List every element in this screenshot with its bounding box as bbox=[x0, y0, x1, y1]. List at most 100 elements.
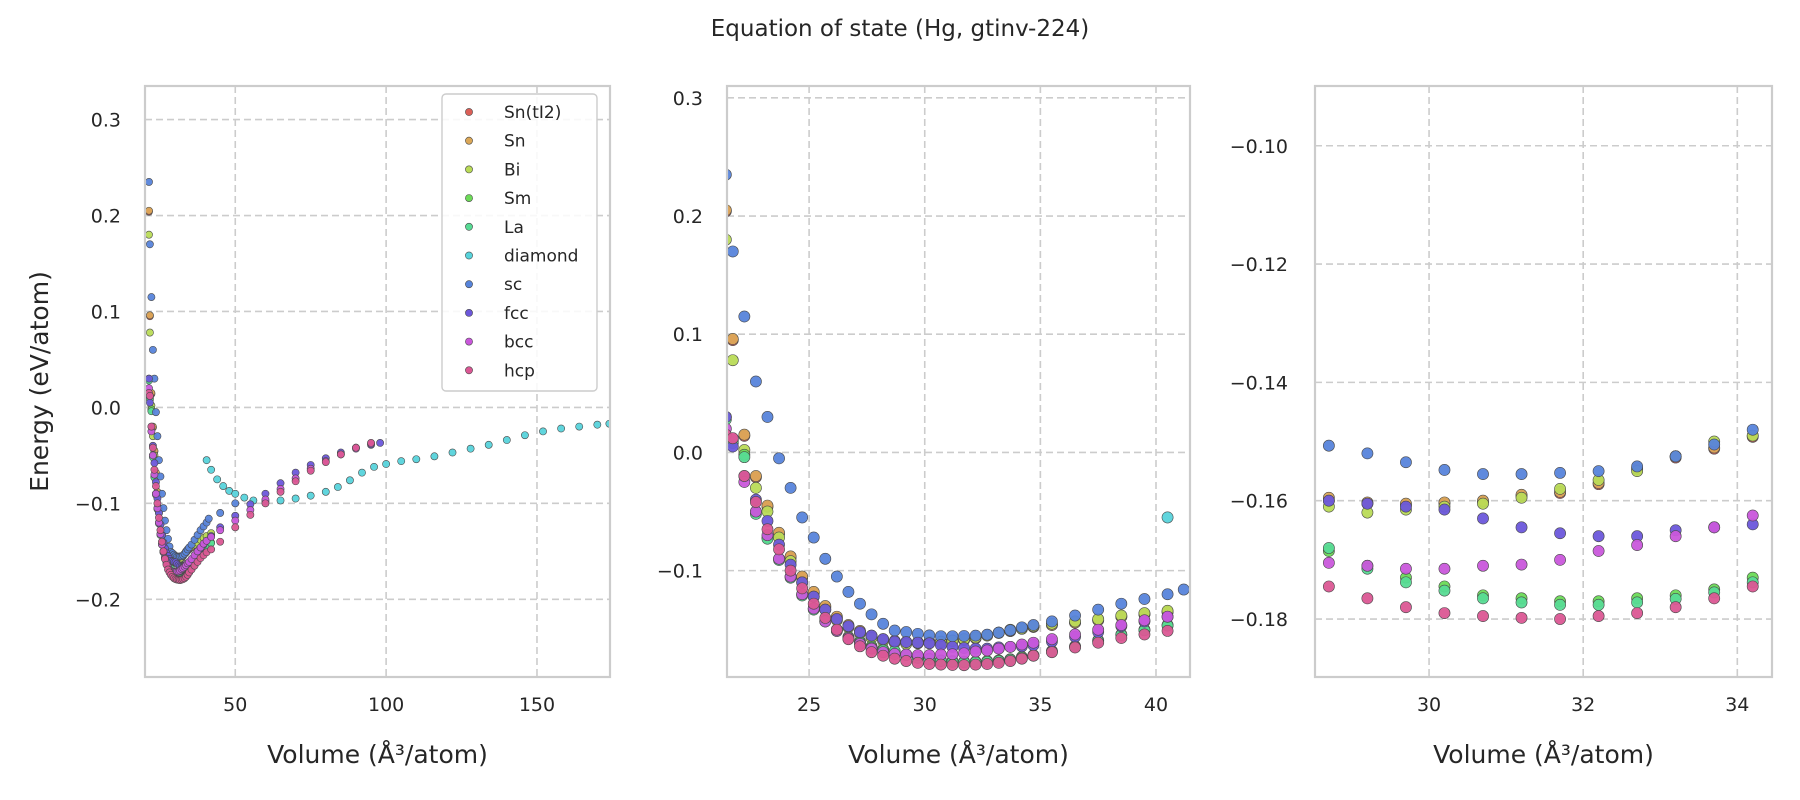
data-point bbox=[727, 354, 739, 367]
data-point bbox=[1131, 442, 1142, 453]
data-point bbox=[1092, 377, 1103, 388]
y-tick-label: 0.1 bbox=[91, 301, 121, 323]
series-sm bbox=[727, 411, 1174, 668]
data-point bbox=[1515, 596, 1528, 609]
data-point bbox=[430, 452, 439, 461]
data-point bbox=[1477, 559, 1489, 572]
data-point bbox=[1092, 318, 1103, 329]
data-point bbox=[152, 408, 160, 417]
data-point bbox=[1015, 176, 1026, 187]
data-point bbox=[149, 345, 157, 354]
data-point bbox=[1246, 471, 1257, 482]
data-point bbox=[1092, 623, 1105, 636]
data-point bbox=[946, 648, 959, 661]
data-point bbox=[1138, 628, 1151, 641]
data-point bbox=[202, 456, 211, 465]
legend-marker bbox=[465, 337, 473, 346]
data-point bbox=[1322, 542, 1335, 554]
data-point bbox=[306, 491, 315, 500]
y-tick-label: −0.1 bbox=[657, 561, 703, 583]
data-point bbox=[854, 626, 866, 638]
data-point bbox=[1015, 638, 1028, 651]
data-point bbox=[1477, 512, 1489, 525]
data-point bbox=[1092, 395, 1103, 406]
data-point bbox=[935, 658, 947, 671]
series-bcc bbox=[145, 384, 375, 576]
data-point bbox=[1138, 593, 1151, 605]
data-point bbox=[1382, 553, 1393, 564]
data-point bbox=[521, 431, 529, 440]
series-bi bbox=[727, 233, 1174, 650]
data-point bbox=[1131, 389, 1142, 400]
data-point bbox=[854, 597, 866, 610]
data-point bbox=[207, 545, 216, 554]
data-point bbox=[246, 510, 255, 519]
data-point bbox=[1015, 652, 1028, 665]
data-point bbox=[1004, 624, 1017, 637]
data-point bbox=[842, 620, 855, 633]
data-point bbox=[865, 629, 878, 642]
x-tick-label: 40 bbox=[1144, 694, 1168, 716]
data-point bbox=[1289, 544, 1300, 555]
y-tick-label: −0.12 bbox=[1230, 254, 1288, 276]
data-point bbox=[727, 432, 739, 445]
legend-label: hcp bbox=[504, 361, 535, 381]
data-point bbox=[1631, 539, 1644, 551]
data-point bbox=[1708, 521, 1721, 534]
x-axis-label: Volume (Å³/atom) bbox=[1433, 740, 1654, 769]
data-point bbox=[992, 656, 1005, 669]
data-point bbox=[1515, 521, 1528, 534]
data-point bbox=[1131, 436, 1142, 447]
y-tick-label: −0.16 bbox=[1230, 491, 1288, 513]
x-axis-label: Volume (Å³/atom) bbox=[848, 740, 1069, 769]
data-point bbox=[1285, 539, 1296, 550]
y-tick-label: −0.18 bbox=[1230, 609, 1288, 631]
legend-item: Bi bbox=[465, 160, 520, 180]
data-point bbox=[935, 648, 947, 661]
data-points bbox=[145, 178, 610, 584]
data-point bbox=[216, 537, 225, 546]
data-point bbox=[1169, 412, 1180, 423]
data-point bbox=[1197, 524, 1208, 535]
data-point bbox=[1092, 636, 1105, 649]
axes-frame bbox=[1313, 84, 1774, 679]
data-point bbox=[958, 647, 970, 660]
data-point bbox=[877, 617, 890, 630]
legend-marker bbox=[465, 194, 473, 202]
data-point bbox=[1246, 531, 1257, 542]
legend-label: sc bbox=[504, 275, 522, 295]
data-point bbox=[1438, 503, 1451, 516]
data-point bbox=[1246, 466, 1257, 477]
data-point bbox=[992, 642, 1005, 655]
data-point bbox=[1266, 598, 1277, 609]
data-point bbox=[1169, 477, 1180, 488]
data-point bbox=[1631, 596, 1644, 609]
data-point bbox=[593, 420, 602, 429]
data-point bbox=[276, 496, 285, 505]
data-point bbox=[1208, 495, 1219, 506]
legend-marker bbox=[465, 165, 473, 174]
data-point bbox=[1382, 580, 1393, 591]
data-point bbox=[1786, 412, 1797, 423]
data-point bbox=[1092, 335, 1103, 346]
data-point bbox=[1197, 603, 1208, 614]
legend-item: hcp bbox=[465, 361, 535, 381]
data-point bbox=[376, 439, 384, 447]
data-point bbox=[1015, 621, 1028, 634]
data-point bbox=[1246, 526, 1257, 537]
data-point bbox=[877, 649, 890, 662]
data-point bbox=[1708, 438, 1721, 451]
data-point bbox=[976, 140, 987, 151]
panel-1: 50 100 150 −0.2 −0.1 0.0 0.1 0.2 0.3 Volume (Å³/a… bbox=[25, 84, 612, 769]
data-point bbox=[231, 489, 240, 498]
data-point bbox=[969, 658, 982, 671]
y-tick-label: 0.1 bbox=[673, 324, 703, 346]
data-point bbox=[145, 311, 154, 320]
data-point bbox=[412, 455, 421, 464]
data-point bbox=[842, 585, 855, 598]
data-point bbox=[1208, 448, 1219, 459]
data-point bbox=[370, 462, 378, 471]
data-point bbox=[145, 178, 153, 186]
data-point bbox=[1613, 560, 1624, 571]
data-point bbox=[1161, 625, 1174, 637]
